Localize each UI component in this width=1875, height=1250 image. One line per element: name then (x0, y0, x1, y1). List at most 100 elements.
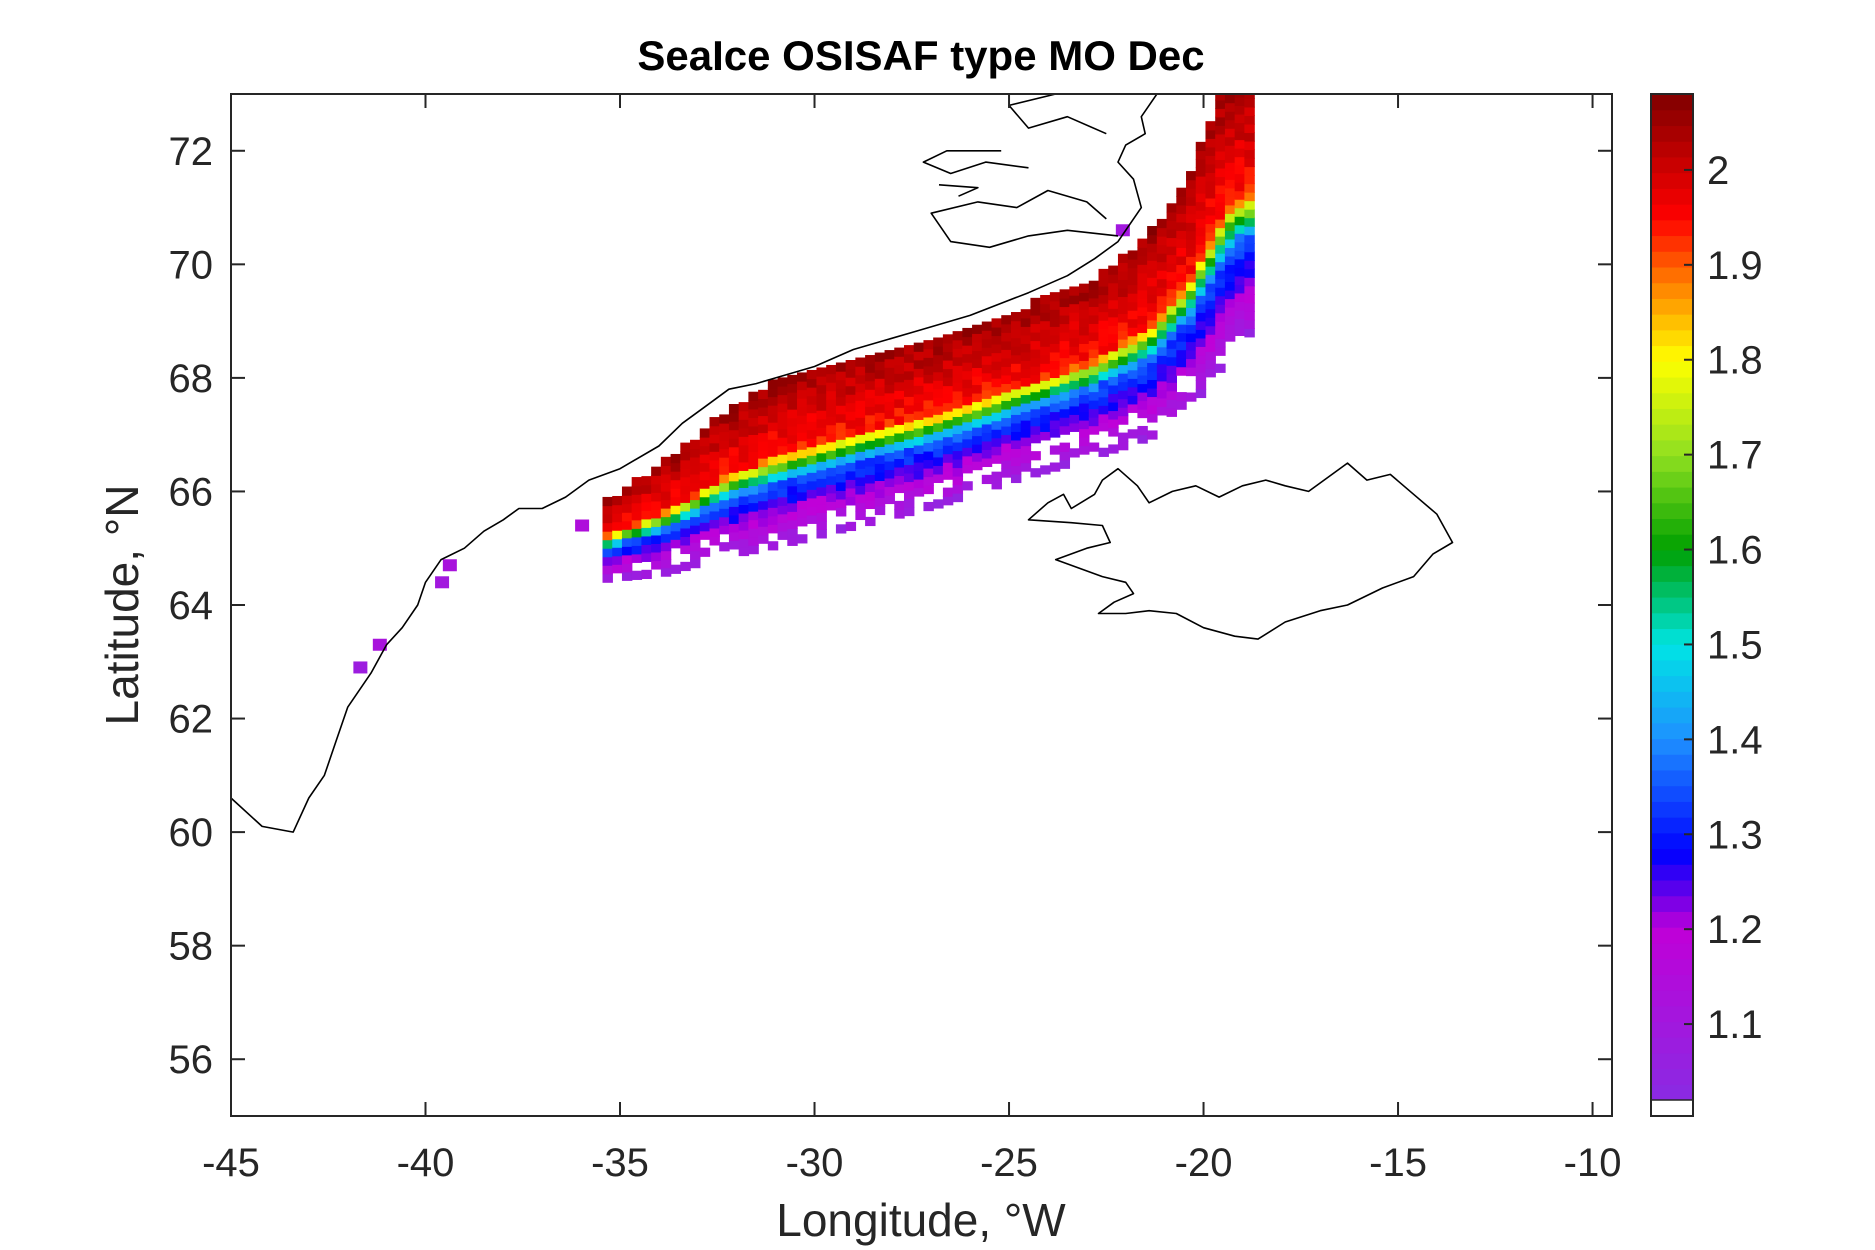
sea-ice-cell (690, 550, 701, 560)
sea-ice-cell (690, 507, 701, 518)
sea-ice-cell (719, 508, 730, 518)
sea-ice-cell (884, 452, 895, 462)
sea-ice-cell (797, 474, 808, 484)
sea-ice-cell (1069, 363, 1080, 373)
colorbar-bin (1651, 864, 1693, 881)
sea-ice-cell (680, 459, 691, 469)
sea-ice-cell (1176, 238, 1187, 248)
sea-ice-cell (874, 369, 886, 379)
sea-ice-cell (1176, 289, 1187, 300)
sea-ice-cell (641, 476, 652, 486)
sea-ice-cell (1224, 170, 1236, 180)
sea-ice-cell (991, 454, 1002, 464)
sea-ice-cell (631, 553, 643, 563)
sea-ice-cell (1224, 238, 1236, 248)
y-tick-label: 66 (169, 470, 214, 514)
sea-ice-cell (660, 559, 672, 569)
sea-ice-cell (767, 413, 779, 423)
sea-ice-cell (826, 492, 837, 502)
sea-ice-cell (1244, 234, 1255, 244)
sea-ice-cell (660, 533, 672, 543)
sea-ice-cell (797, 491, 808, 501)
sea-ice-cell (699, 479, 711, 489)
sea-ice-cell (787, 494, 798, 504)
sea-ice-cell (855, 408, 866, 418)
sea-ice-cell (738, 521, 750, 531)
sea-ice-cell (719, 525, 730, 535)
sea-ice-cell (952, 484, 964, 494)
colorbar-bin (1651, 848, 1693, 865)
chart-title: SeaIce OSISAF type MO Dec (637, 32, 1204, 79)
sea-ice-cell (1098, 294, 1109, 304)
sea-ice-cell (1215, 184, 1226, 195)
sea-ice-cell (709, 527, 720, 537)
sea-ice-cell (699, 522, 711, 532)
sea-ice-cell (1049, 360, 1061, 370)
sea-ice-cell (651, 517, 662, 527)
sea-ice-cell (1224, 94, 1236, 104)
sea-ice-cell (1098, 379, 1109, 389)
sea-ice-cell (1176, 400, 1187, 410)
sea-ice-cell (865, 474, 876, 484)
sea-ice-cell (884, 409, 895, 419)
sea-ice-cell (1224, 281, 1236, 291)
sea-ice-cell (913, 359, 925, 369)
sea-ice-cell (884, 401, 895, 411)
sea-ice-cell (962, 413, 973, 423)
sea-ice-cell (1147, 430, 1158, 440)
sea-ice-cell (1127, 361, 1139, 371)
sea-ice-cell (1186, 230, 1197, 240)
sea-ice-cell (748, 442, 759, 453)
sea-ice-cell (962, 336, 973, 346)
colorbar-bin (1651, 455, 1693, 472)
sea-ice-cell (1049, 394, 1061, 404)
colorbar-bin (1651, 1068, 1693, 1085)
sea-ice-cell (962, 447, 973, 457)
sea-ice-cell (855, 391, 866, 401)
sea-ice-cell (1156, 406, 1168, 416)
sea-ice-cell (1010, 465, 1022, 475)
x-axis-label: Longitude, °W (776, 1194, 1066, 1246)
sea-ice-cell (777, 496, 788, 506)
sea-ice-cell (738, 487, 750, 497)
sea-ice-cell (903, 498, 915, 508)
colorbar-tick-label: 1.7 (1707, 434, 1763, 478)
colorbar-tick-label: 1.6 (1707, 529, 1763, 573)
sea-ice-cell (1176, 247, 1187, 257)
sea-ice-cell (1001, 383, 1012, 393)
sea-ice-cell (1059, 314, 1071, 325)
sea-ice-cell (933, 397, 944, 407)
sea-ice-cell (855, 502, 866, 512)
sea-ice-cell (1079, 360, 1090, 370)
x-tick-label: -45 (202, 1141, 260, 1185)
sea-ice-cell (1049, 462, 1061, 472)
sea-ice-cell (660, 567, 672, 577)
sea-ice-cell (816, 529, 827, 539)
sea-ice-cell (680, 527, 691, 537)
sea-ice-cell (1224, 162, 1236, 172)
sea-ice-cell (874, 386, 886, 396)
sea-ice-cell (1205, 155, 1216, 165)
colorbar-tick-label: 2 (1707, 149, 1729, 193)
sea-ice-cell (1127, 403, 1139, 413)
sea-ice-cell (1088, 297, 1100, 307)
sea-ice-cell (1166, 254, 1178, 264)
sea-ice-cell (952, 339, 964, 349)
sea-ice-cell (1001, 425, 1012, 436)
y-tick-label: 56 (169, 1038, 214, 1082)
sea-ice-cell (670, 462, 682, 472)
sea-ice-cell (1127, 301, 1139, 311)
sea-ice-cell (758, 406, 769, 417)
sea-ice-cell (612, 504, 623, 514)
sea-ice-cell (923, 408, 934, 418)
sea-ice-cell (1088, 348, 1100, 359)
sea-ice-cell (1244, 140, 1255, 151)
sea-ice-cell (738, 478, 750, 488)
sea-ice-cell (1088, 365, 1100, 376)
sea-ice-cell (816, 375, 827, 386)
sea-ice-cell (1205, 189, 1216, 199)
sea-ice-cell (991, 446, 1002, 456)
sea-ice-cell (1059, 348, 1071, 359)
sea-ice-cell (806, 446, 818, 456)
sea-ice-cell (767, 456, 779, 466)
